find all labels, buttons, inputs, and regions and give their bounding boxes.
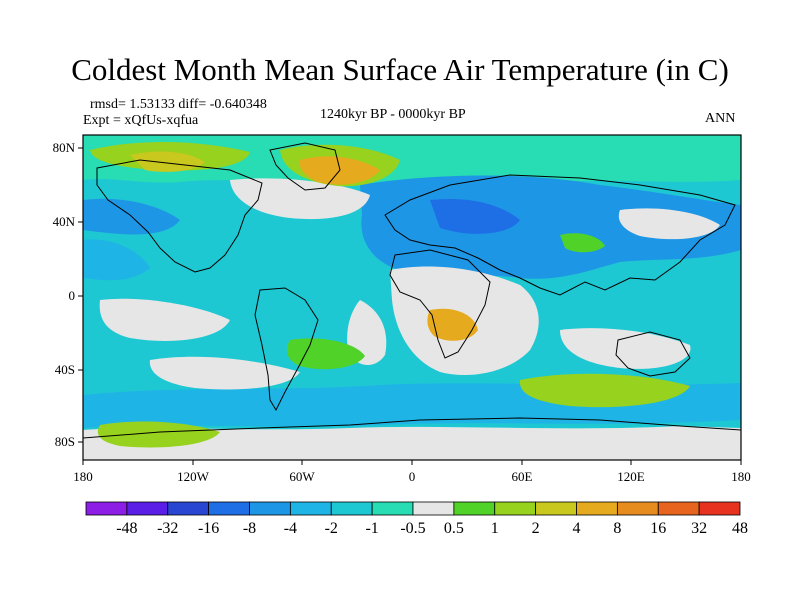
- field-white-east-pacific: [99, 298, 230, 341]
- colorbar-swatch: [453, 501, 496, 516]
- coast-south-america: [254, 287, 319, 412]
- colorbar-swatch: [535, 501, 577, 516]
- coast-australia: [615, 331, 691, 377]
- field-white-indian: [560, 328, 691, 369]
- coast-north-america: [96, 159, 263, 273]
- coast-eurasia: [384, 174, 736, 296]
- field-white-north-atlantic: [230, 178, 370, 220]
- colorbar-label: -1: [365, 520, 378, 537]
- lon-axis: 180 120W 60W 0 60E 120E 180: [73, 460, 751, 484]
- lat-tick-label: 40N: [53, 214, 76, 229]
- lat-tick-label: 40S: [55, 362, 75, 377]
- field-white-nw-pacific: [618, 208, 720, 240]
- lon-tick-label: 180: [73, 469, 93, 484]
- field-eurasia-deep: [430, 198, 520, 234]
- colorbar-label: 0.5: [444, 520, 464, 537]
- colorbar-swatch: [412, 501, 455, 516]
- colorbar-label: 4: [573, 520, 581, 537]
- field-white-south-pacific: [149, 356, 300, 390]
- colorbar-swatch: [698, 501, 741, 516]
- colorbar-label: -2: [325, 520, 338, 537]
- colorbar-label: -0.5: [400, 520, 425, 537]
- field-warm-china: [560, 233, 605, 253]
- lon-tick-label: 0: [409, 469, 416, 484]
- field-warm-south-atlantic: [286, 338, 365, 370]
- field-arctic-band: [83, 135, 741, 186]
- lon-tick-label: 180: [731, 469, 751, 484]
- anomaly-field: [83, 135, 741, 460]
- colorbar-swatch: [126, 501, 169, 516]
- colorbar-swatch: [576, 501, 618, 516]
- lon-tick-label: 120E: [617, 469, 645, 484]
- coast-antarctica: [83, 417, 741, 439]
- colorbar-label: 48: [732, 520, 748, 537]
- lat-tick-label: 0: [69, 288, 76, 303]
- colorbar-label: 32: [691, 520, 707, 537]
- colorbar-swatch: [208, 501, 250, 516]
- season-label: ANN: [705, 111, 736, 126]
- colorbar-swatch: [330, 501, 373, 516]
- colorbar-label: -8: [243, 520, 256, 537]
- colorbar-swatch: [371, 501, 414, 516]
- chart-title: Coldest Month Mean Surface Air Temperatu…: [71, 52, 729, 87]
- colorbar-swatch: [289, 501, 332, 516]
- stats-text: rmsd= 1.53133 diff= -0.640348: [90, 97, 267, 112]
- colorbar-swatch: [167, 501, 210, 516]
- lon-tick-label: 120W: [177, 469, 210, 484]
- experiment-label: Expt = xQfUs-xqfua: [83, 113, 199, 128]
- coast-greenland: [269, 142, 341, 191]
- colorbar-label: -32: [157, 520, 178, 537]
- colorbar-swatch: [657, 501, 700, 516]
- colorbar-label: -48: [116, 520, 137, 537]
- colorbar-label: 16: [650, 520, 666, 537]
- colorbar-label: -16: [198, 520, 219, 537]
- field-warm-southern-africa: [427, 308, 478, 341]
- colorbar-label: 1: [491, 520, 499, 537]
- coastlines: [83, 142, 741, 439]
- colorbar-label: -4: [284, 520, 297, 537]
- field-warm-ross-sea: [97, 421, 220, 448]
- colorbar-swatch: [494, 501, 537, 516]
- lat-tick-label: 80S: [55, 434, 75, 449]
- colorbar-label: 8: [613, 520, 621, 537]
- colorbar-swatch: [85, 501, 128, 516]
- colorbar-swatch: [249, 501, 291, 516]
- field-warm-southern-indian: [519, 373, 690, 408]
- field-white-antarctica: [83, 426, 741, 460]
- field-pacific-blue: [83, 239, 150, 281]
- lon-tick-label: 60E: [512, 469, 533, 484]
- field-warm-arctic-core: [130, 151, 205, 172]
- colorbar: -48 -32 -16 -8 -4 -2 -1 -0.5 0.5 1 2 4 8 16 32 48: [85, 501, 748, 537]
- colorbar-swatch: [616, 501, 659, 516]
- lat-tick-label: 80N: [53, 140, 76, 155]
- coast-africa: [389, 249, 491, 359]
- period-label: 1240kyr BP - 0000kyr BP: [320, 107, 466, 122]
- colorbar-label: 2: [532, 520, 540, 537]
- lat-axis: 80N 40N 0 40S 80S: [53, 140, 83, 449]
- field-white-south-atlantic: [347, 300, 387, 366]
- lon-tick-label: 60W: [289, 469, 315, 484]
